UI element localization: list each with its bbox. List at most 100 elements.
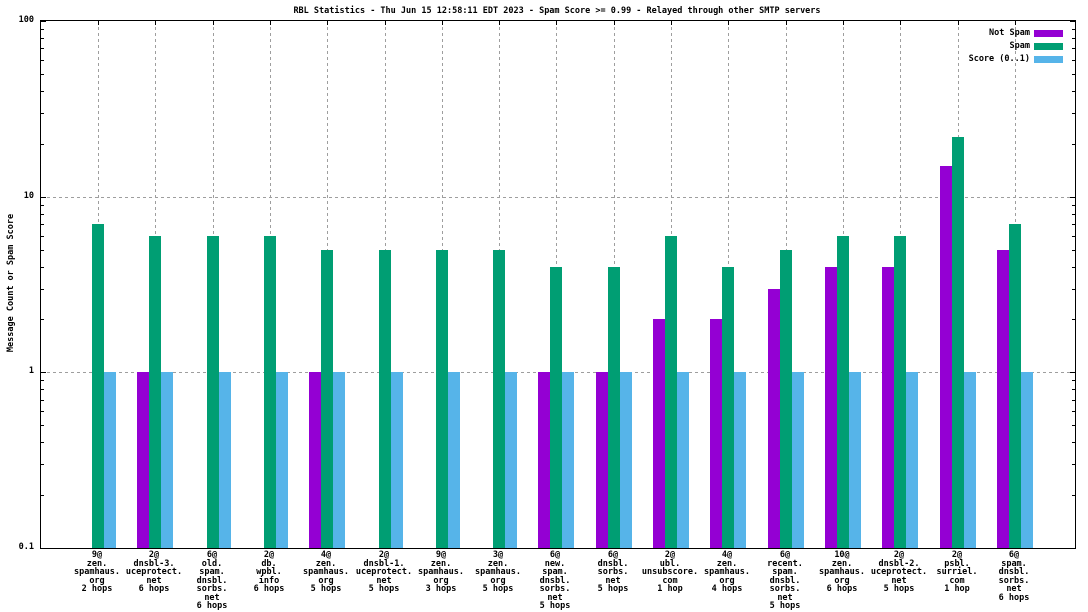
- x-axis-tick: [384, 21, 386, 25]
- y-axis-tick: [1072, 250, 1075, 251]
- bar-score: [104, 372, 116, 548]
- x-tick-label: 9@ zen. spamhaus. org 2 hops: [73, 550, 121, 594]
- y-axis-tick: [41, 236, 44, 237]
- y-axis-tick: [41, 48, 44, 49]
- y-tick-label: 10: [23, 191, 34, 201]
- bar-spam: [379, 250, 391, 548]
- x-tick-label: 6@ old. spam. dnsbl. sorbs. net 6 hops: [196, 550, 228, 611]
- y-axis-tick: [41, 214, 44, 215]
- y-axis-tick: [1072, 267, 1075, 268]
- y-axis-tick: [1072, 389, 1075, 390]
- y-axis-tick: [41, 495, 44, 496]
- y-axis-tick: [41, 372, 46, 373]
- bar-score: [276, 372, 288, 548]
- y-axis-tick: [41, 91, 44, 92]
- y-axis-tick: [1072, 495, 1075, 496]
- bar-spam: [1009, 224, 1021, 548]
- x-axis-tick: [842, 21, 844, 25]
- y-axis-tick: [41, 380, 44, 381]
- y-axis-tick: [41, 60, 44, 61]
- y-axis-tick: [1072, 425, 1075, 426]
- bar-score: [1021, 372, 1033, 548]
- y-axis-tick: [41, 205, 44, 206]
- bar-spam: [436, 250, 448, 548]
- x-axis-tick: [269, 21, 271, 25]
- bar-spam: [780, 250, 792, 548]
- y-axis-tick: [1072, 91, 1075, 92]
- x-tick-label: 3@ zen. spamhaus. org 5 hops: [474, 550, 522, 594]
- x-tick-label: 2@ dnsbl-1. uceprotect. net 5 hops: [355, 550, 413, 594]
- bar-not-spam: [997, 250, 1009, 548]
- x-axis-tick: [327, 21, 329, 25]
- bar-score: [849, 372, 861, 548]
- y-tick-label: 100: [18, 15, 34, 25]
- y-axis-tick: [41, 38, 44, 39]
- x-axis-tick: [671, 21, 672, 25]
- x-tick-label: 6@ spam. dnsbl. sorbs. net 6 hops: [998, 550, 1030, 603]
- y-axis-tick: [41, 144, 44, 145]
- legend-label: Not Spam: [989, 28, 1030, 38]
- y-axis-tick: [41, 21, 46, 22]
- y-axis-tick: [41, 224, 44, 225]
- bar-score: [161, 372, 173, 548]
- legend-label: Score (0..1): [968, 54, 1030, 64]
- bar-spam: [207, 236, 219, 548]
- y-axis-tick: [1072, 411, 1075, 412]
- bar-not-spam: [825, 267, 837, 548]
- x-axis-tick: [785, 21, 787, 25]
- y-axis-tick: [41, 197, 46, 198]
- bar-score: [505, 372, 517, 548]
- x-axis-tick: [728, 21, 730, 25]
- y-axis-tick: [41, 267, 44, 268]
- x-axis-tick: [499, 21, 501, 25]
- y-tick-label: 1: [28, 366, 34, 376]
- x-tick-label: 6@ new. spam. dnsbl. sorbs. net 5 hops: [539, 550, 571, 611]
- bar-spam: [550, 267, 562, 548]
- y-axis-tick: [41, 319, 44, 320]
- bar-not-spam: [538, 372, 550, 548]
- y-axis-tick: [1072, 289, 1075, 290]
- bar-not-spam: [882, 267, 894, 548]
- bar-spam: [722, 267, 734, 548]
- y-axis-tick: [1072, 319, 1075, 320]
- plot-area: [40, 20, 1076, 549]
- x-tick-label: 2@ db. wpbl. info 6 hops: [253, 550, 285, 594]
- y-axis-tick: [1072, 74, 1075, 75]
- legend-swatch: [1034, 30, 1063, 37]
- x-tick-label: 2@ psbl. surriel. com 1 hop: [936, 550, 978, 594]
- y-axis-label: Message Count or Spam Score: [6, 213, 16, 353]
- y-axis-tick: [1072, 224, 1075, 225]
- y-axis-tick: [1072, 60, 1075, 61]
- y-axis-tick: [1072, 48, 1075, 49]
- y-axis-tick: [41, 425, 44, 426]
- x-axis-tick: [212, 21, 214, 25]
- y-axis-tick: [1070, 21, 1075, 22]
- bar-score: [219, 372, 231, 548]
- bar-spam: [493, 250, 505, 548]
- y-axis-tick: [41, 548, 46, 549]
- y-axis-tick: [1072, 38, 1075, 39]
- x-tick-label: 6@ recent. spam. dnsbl. sorbs. net 5 hop…: [767, 550, 803, 611]
- y-axis-tick: [1072, 29, 1075, 30]
- bar-spam: [149, 236, 161, 548]
- chart-title: RBL Statistics - Thu Jun 15 12:58:11 EDT…: [293, 6, 821, 16]
- bar-not-spam: [940, 166, 952, 548]
- x-tick-label: 2@ dnsbl-3. uceprotect. net 6 hops: [125, 550, 183, 594]
- x-tick-label: 9@ zen. spamhaus. org 3 hops: [417, 550, 465, 594]
- bar-score: [448, 372, 460, 548]
- y-axis-tick: [1072, 464, 1075, 465]
- y-axis-tick: [41, 74, 44, 75]
- y-axis-tick: [41, 29, 44, 30]
- bar-score: [391, 372, 403, 548]
- bar-not-spam: [710, 319, 722, 548]
- bar-spam: [894, 236, 906, 548]
- bar-not-spam: [309, 372, 321, 548]
- legend-swatch: [1034, 56, 1063, 63]
- x-tick-label: 4@ zen. spamhaus. org 5 hops: [302, 550, 350, 594]
- x-axis-tick: [441, 21, 443, 25]
- x-tick-label: 2@ ubl. unsubscore. com 1 hop: [641, 550, 699, 594]
- bar-spam: [837, 236, 849, 548]
- bar-score: [906, 372, 918, 548]
- y-axis-tick: [1072, 380, 1075, 381]
- y-axis-tick: [1070, 197, 1075, 198]
